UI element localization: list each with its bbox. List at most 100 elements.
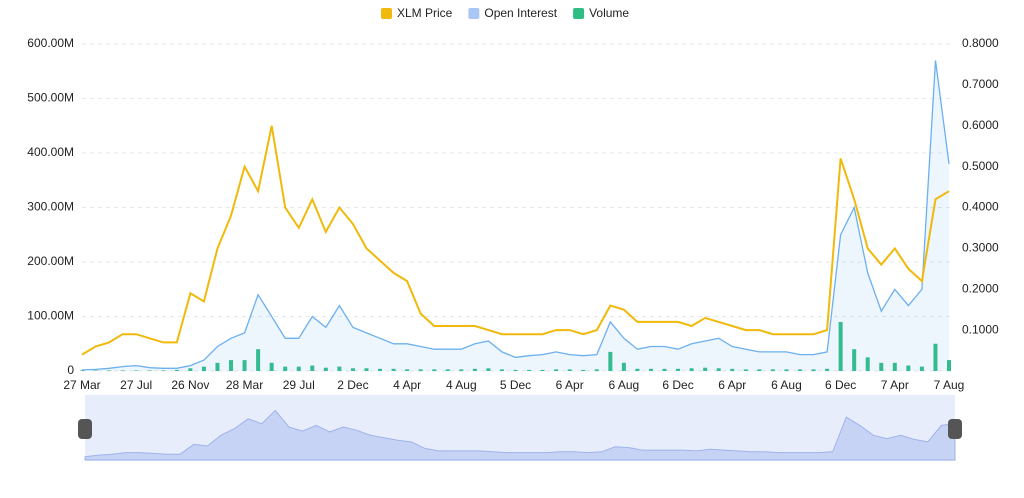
x-tick-label: 7 Apr: [881, 378, 909, 392]
x-tick-label: 2 Dec: [337, 378, 368, 392]
volume-bar: [689, 368, 694, 371]
volume-bar: [621, 362, 626, 371]
y-tick-label: 400.00M: [27, 145, 74, 159]
volume-bar: [174, 369, 179, 371]
x-tick-label: 27 Jul: [120, 378, 152, 392]
legend-label[interactable]: Open Interest: [484, 6, 557, 20]
volume-bar: [161, 370, 166, 371]
volume-bar: [648, 368, 653, 371]
volume-bar: [811, 369, 816, 371]
x-tick-label: 29 Jul: [283, 378, 315, 392]
x-tick-label: 5 Dec: [500, 378, 531, 392]
legend-swatch: [573, 8, 585, 19]
volume-bar: [892, 362, 897, 371]
y2-tick-label: 0.1000: [962, 322, 999, 336]
volume-bar: [594, 369, 599, 371]
x-tick-label: 6 Aug: [609, 378, 640, 392]
volume-bar: [256, 349, 261, 371]
x-tick-label: 6 Apr: [718, 378, 746, 392]
legend-swatch: [381, 8, 392, 19]
volume-bar: [364, 368, 369, 371]
open-interest-line: [81, 60, 950, 371]
open-interest-area: [82, 60, 949, 372]
volume-bar: [743, 369, 748, 371]
volume-bar: [730, 368, 735, 371]
x-tick-label: 6 Apr: [556, 378, 584, 392]
volume-bar: [242, 360, 247, 371]
volume-bar: [269, 362, 274, 371]
y2-tick-label: 0.7000: [962, 77, 999, 91]
volume-bar: [296, 366, 301, 371]
volume-bar: [391, 368, 396, 371]
volume-bar: [405, 369, 410, 371]
volume-bar: [215, 362, 220, 371]
volume-bar: [459, 369, 464, 371]
x-tick-label: 6 Dec: [825, 378, 856, 392]
volume-bar: [120, 370, 125, 371]
volume-bar: [323, 367, 328, 371]
volume-bar: [527, 369, 532, 371]
volume-bar: [770, 369, 775, 371]
volume-bar: [445, 369, 450, 371]
volume-bar: [310, 365, 315, 371]
volume-bar: [947, 360, 951, 371]
navigator-series: [84, 409, 956, 461]
volume-bar: [513, 369, 518, 371]
volume-bar: [418, 369, 423, 371]
volume-bar: [879, 362, 884, 371]
legend-label[interactable]: XLM Price: [397, 6, 453, 20]
volume-bar: [80, 370, 84, 371]
y-tick-label: 300.00M: [27, 200, 74, 214]
volume-bar: [865, 357, 870, 371]
y-tick-label: 600.00M: [27, 36, 74, 50]
navigator-handle[interactable]: [78, 419, 92, 439]
volume-bar: [472, 368, 477, 371]
x-tick-label: 27 Mar: [63, 378, 100, 392]
volume-bar: [716, 368, 721, 371]
volume-bar: [703, 367, 708, 371]
volume-bar: [107, 370, 112, 371]
y-tick-label: 100.00M: [27, 309, 74, 323]
x-tick-label: 4 Apr: [393, 378, 421, 392]
volume-bar: [486, 368, 491, 371]
volume-bar: [635, 368, 640, 371]
volume-bar: [933, 343, 938, 371]
x-tick-label: 4 Aug: [446, 378, 477, 392]
y2-tick-label: 0.8000: [962, 36, 999, 50]
volume-bar: [283, 366, 288, 371]
volume-bar: [852, 349, 857, 371]
y2-tick-label: 0.2000: [962, 281, 999, 295]
legend-swatch: [468, 8, 480, 19]
volume-bar: [134, 370, 139, 371]
volume-bar: [499, 369, 504, 371]
y2-tick-label: 0.4000: [962, 200, 999, 214]
volume-bar: [337, 366, 342, 371]
volume-bar: [350, 368, 355, 371]
volume-bar: [188, 368, 193, 371]
volume-bar: [540, 369, 545, 371]
volume-bar: [797, 369, 802, 371]
x-tick-label: 6 Dec: [662, 378, 693, 392]
volume-bar: [229, 360, 234, 371]
volume-bar: [825, 368, 830, 371]
volume-bar: [757, 369, 762, 371]
legend-label[interactable]: Volume: [589, 6, 629, 20]
x-tick-label: 6 Aug: [771, 378, 802, 392]
volume-bar: [93, 370, 98, 371]
volume-bar: [147, 370, 152, 371]
y-tick-label: 0: [67, 363, 74, 377]
y-tick-label: 500.00M: [27, 91, 74, 105]
volume-bar: [784, 369, 789, 371]
y2-tick-label: 0.5000: [962, 159, 999, 173]
volume-bar: [581, 369, 586, 371]
volume-bar: [201, 366, 206, 371]
navigator-handle[interactable]: [948, 419, 962, 439]
volume-bar: [554, 369, 559, 371]
y-tick-label: 200.00M: [27, 254, 74, 268]
x-tick-label: 26 Nov: [171, 378, 209, 392]
volume-bar: [838, 321, 843, 371]
volume-bar: [906, 365, 911, 371]
x-tick-label: 28 Mar: [226, 378, 263, 392]
